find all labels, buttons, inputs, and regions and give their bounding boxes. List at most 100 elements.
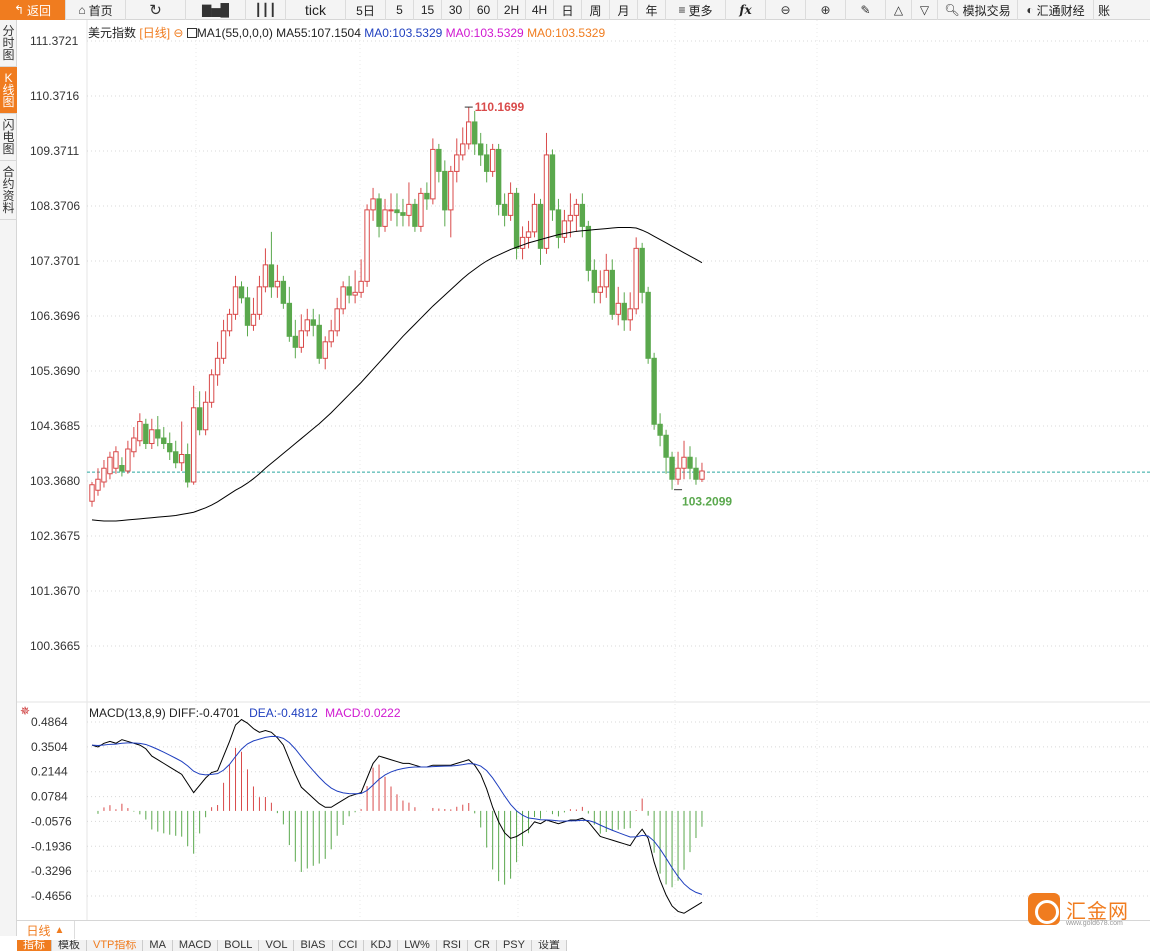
- draw-button[interactable]: ✎: [846, 0, 886, 20]
- indicator-tabs: 指标 模板 VTP指标 MA MACD BOLL VOL BIAS CCI KDJ LW% RSI CR…: [17, 940, 567, 951]
- candle-body: [107, 456, 113, 475]
- period-m30-button[interactable]: 30: [442, 0, 470, 20]
- candle-body: [495, 148, 502, 205]
- macd-y-tick-label: -0.3296: [31, 864, 72, 878]
- candle-body: [125, 448, 131, 472]
- settings-icon[interactable]: ⊖: [173, 26, 184, 40]
- indicator-tab[interactable]: MA: [143, 940, 173, 951]
- candle-body: [513, 192, 520, 249]
- y-tick-label: 109.3711: [30, 144, 79, 158]
- period-h2-button[interactable]: 2H: [498, 0, 526, 20]
- indicator-tab[interactable]: CR: [468, 940, 497, 951]
- macd-y-tick-label: -0.4656: [31, 889, 72, 903]
- candle-body: [149, 429, 155, 445]
- indicator-tab[interactable]: MACD: [172, 940, 219, 951]
- indicator-tab[interactable]: CCI: [332, 940, 365, 951]
- candle-body: [507, 192, 514, 216]
- candle-body: [352, 291, 358, 296]
- candle-body: [418, 192, 424, 227]
- more-button[interactable]: ≡ 更多: [666, 0, 726, 20]
- candle-body: [597, 286, 603, 293]
- indicator-tab[interactable]: 模板: [52, 940, 87, 951]
- candle-body: [328, 330, 334, 343]
- indicator-tab[interactable]: VOL: [259, 940, 295, 951]
- indicator-tab[interactable]: BOLL: [218, 940, 260, 951]
- y-tick-label: 100.3665: [30, 639, 80, 653]
- candle-body: [274, 280, 281, 288]
- candle-body: [525, 231, 532, 238]
- period-h4-button[interactable]: 4H: [526, 0, 554, 20]
- candle-body: [639, 247, 645, 293]
- y-tick-label: 108.3706: [30, 199, 80, 213]
- indicator-icon: [186, 28, 197, 38]
- candle-body: [190, 407, 197, 483]
- logo-url: www.gold678.com: [1066, 920, 1123, 927]
- candle-body: [609, 269, 615, 315]
- candle-body: [226, 313, 233, 332]
- period-m60-button[interactable]: 60: [470, 0, 498, 20]
- indicator-tab[interactable]: VTP指标: [87, 940, 144, 951]
- candle-body: [322, 341, 328, 359]
- indicator-tab[interactable]: RSI: [436, 940, 469, 951]
- candle-body: [101, 467, 107, 483]
- period-month-button[interactable]: 月: [610, 0, 638, 20]
- ma0-label-1: MA0:103.5329: [364, 26, 443, 40]
- period-year-button[interactable]: 年: [638, 0, 666, 20]
- candle-body: [591, 269, 598, 293]
- ma55-label: MA55:107.1504: [276, 26, 361, 40]
- formula-button[interactable]: fx: [726, 0, 766, 20]
- fx-icon: fx: [739, 3, 752, 17]
- macd-dea: DEA:-0.4812: [249, 706, 318, 720]
- indicator-tab[interactable]: LW%: [398, 940, 437, 951]
- up-arrow-button[interactable]: △: [886, 0, 912, 20]
- candle-body: [442, 170, 448, 211]
- indicator-tab[interactable]: 设置: [531, 940, 567, 951]
- ma55-line: [91, 226, 703, 522]
- tab-contract-info[interactable]: 合约资料: [0, 161, 17, 220]
- price-chart-area[interactable]: 111.3721 110.3716 109.3711 108.3706 107.3701…: [17, 20, 1150, 920]
- account-button[interactable]: 账: [1097, 3, 1110, 18]
- candle-body: [143, 423, 149, 445]
- tick-button[interactable]: tick: [286, 0, 346, 20]
- candle-body: [424, 192, 430, 200]
- tab-timeshare[interactable]: 分时图: [0, 20, 17, 67]
- candle-body: [567, 214, 574, 222]
- period-m5-button[interactable]: 5: [386, 0, 414, 20]
- candle-body: [645, 291, 651, 359]
- candle-body: [585, 225, 592, 271]
- zoom-out-button[interactable]: ⊖: [766, 0, 806, 20]
- candle-body: [334, 308, 340, 332]
- home-button[interactable]: ⌂ 首页: [66, 0, 126, 20]
- macd-settings-icon[interactable]: ✵: [20, 704, 31, 718]
- huitong-button[interactable]: ◐ 汇通财经: [1018, 0, 1094, 20]
- back-button[interactable]: ↰ 返回: [0, 0, 66, 20]
- indicator-tab[interactable]: 指标: [17, 940, 52, 951]
- candle-body: [663, 434, 669, 458]
- candlestick-icon: ┃┃┃: [254, 3, 277, 17]
- down-arrow-button[interactable]: ▽: [912, 0, 938, 20]
- period-day-button[interactable]: 日: [554, 0, 582, 20]
- zoom-in-button[interactable]: ⊕: [806, 0, 846, 20]
- period-5d-button[interactable]: 5日: [346, 0, 386, 20]
- refresh-button[interactable]: ↻: [126, 0, 186, 20]
- candle-body: [627, 308, 633, 321]
- candle-body: [167, 443, 173, 453]
- period-week-button[interactable]: 周: [582, 0, 610, 20]
- indicator-tab[interactable]: PSY: [496, 940, 532, 951]
- triangle-up-icon: △: [893, 3, 904, 17]
- period-selector[interactable]: 日线 ▲: [17, 921, 75, 939]
- candle-body: [184, 454, 191, 483]
- candle-body: [202, 401, 209, 431]
- candle-body: [501, 203, 508, 216]
- period-m15-button[interactable]: 15: [414, 0, 442, 20]
- tab-kline[interactable]: K线图: [0, 67, 17, 114]
- candle-type-button[interactable]: ┃┃┃: [246, 0, 286, 20]
- sim-trade-button[interactable]: 🔍︎ 模拟交易: [938, 0, 1018, 20]
- search-icon: 🔍︎: [944, 3, 960, 17]
- candle-body: [388, 209, 394, 212]
- candle-body: [220, 330, 227, 359]
- indicator-tab[interactable]: BIAS: [294, 940, 333, 951]
- chart-type-button[interactable]: ▇▅█: [186, 0, 246, 20]
- indicator-tab[interactable]: KDJ: [364, 940, 399, 951]
- tab-flash[interactable]: 闪电图: [0, 114, 17, 161]
